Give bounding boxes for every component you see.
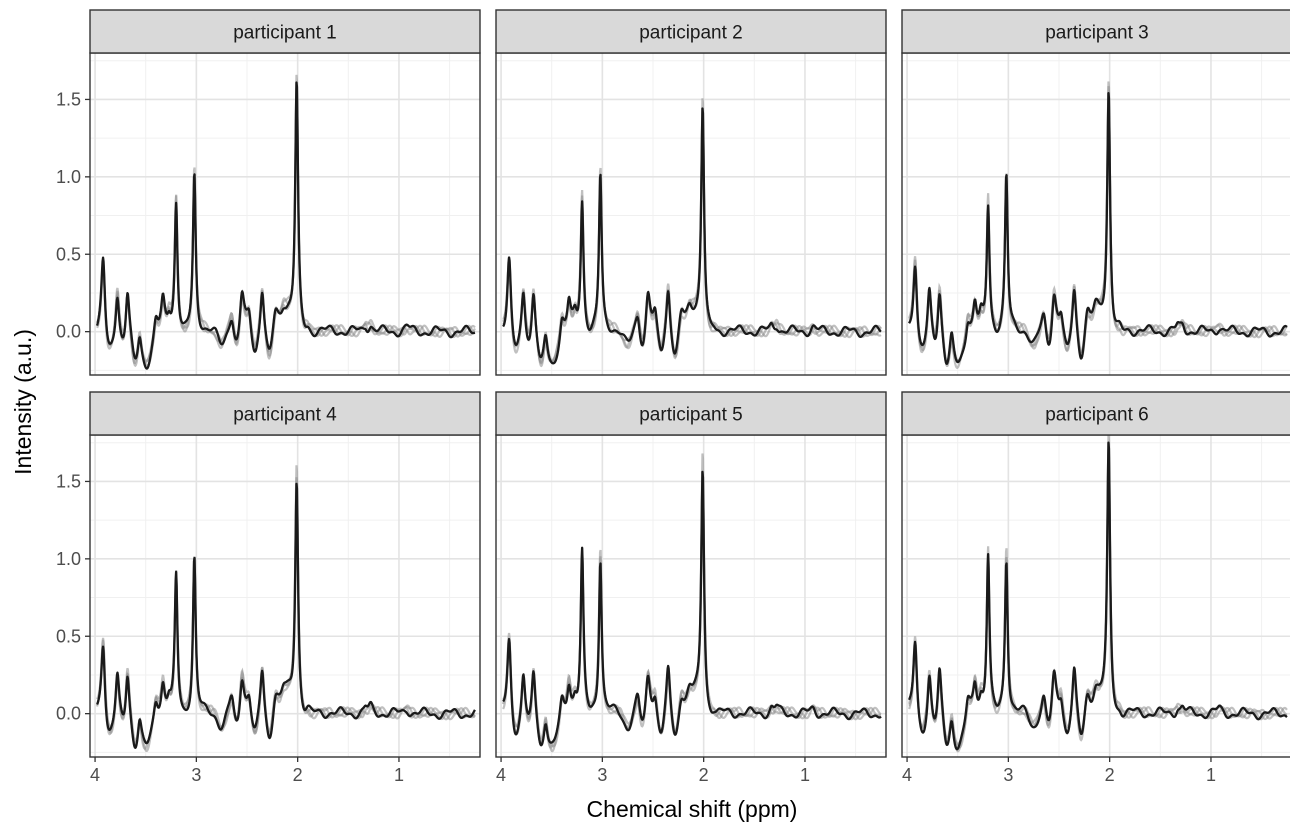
spectrum-traces [908,435,1288,753]
facet-strip-label: participant 1 [233,23,337,44]
mean-spectrum-line [908,441,1288,751]
x-axis-layer: 4 3 2 1 4 3 2 1 4 3 2 1 [90,757,1216,785]
y-tick-label: 0.5 [56,626,81,646]
spectrum-traces [502,98,882,368]
facet-strip [89,9,481,54]
facet-strip [901,391,1290,436]
mean-spectrum-line [96,482,476,749]
x-tick-label: 2 [1105,765,1115,785]
panel-6: participant 6 [901,391,1290,758]
panels-layer: participant 1 participant 2 participant 3 p… [89,9,1290,758]
replicate-trace [96,88,476,368]
x-axis-title: Chemical shift (ppm) [587,796,798,822]
x-tick-label: 4 [90,765,100,785]
spectrum-traces [908,81,1288,369]
facet-strip [495,391,887,436]
x-tick-label: 3 [1003,765,1013,785]
x-tick-label: 4 [496,765,506,785]
facet-strip [89,391,481,436]
panel-background [496,435,886,757]
facet-strip [901,9,1290,54]
y-tick-label: 1.5 [56,471,81,491]
panel-2: participant 2 [495,9,887,376]
panel-1: participant 1 [89,9,481,376]
facet-strip-label: participant 3 [1045,23,1149,44]
facet-strip-label: participant 2 [639,23,743,44]
spectrum-traces [502,453,882,753]
y-tick-label: 1.5 [56,89,81,109]
x-tick-label: 2 [699,765,709,785]
y-tick-label: 0.0 [56,704,81,724]
spectrum-traces [95,74,476,370]
facet-strip-label: participant 6 [1045,405,1149,426]
facet-strip-label: participant 4 [233,405,337,426]
x-tick-label: 4 [902,765,912,785]
replicate-trace [502,98,882,368]
mean-spectrum-line [502,470,882,747]
y-axis-layer: 0.0 0.5 1.0 1.5 0.0 0.5 1.0 1.5 [56,89,90,724]
x-tick-label: 3 [191,765,201,785]
x-tick-label: 1 [394,765,404,785]
mean-spectrum-line [502,107,882,365]
x-tick-label: 3 [597,765,607,785]
panel-5: participant 5 [495,391,887,758]
panel-3: participant 3 [901,9,1290,376]
x-tick-label: 2 [293,765,303,785]
y-tick-label: 1.0 [56,549,81,569]
y-tick-label: 0.5 [56,244,81,264]
facet-strip [495,9,887,54]
x-tick-label: 1 [800,765,810,785]
y-axis-title: Intensity (a.u.) [10,329,36,475]
spectrum-traces [96,465,476,753]
mean-spectrum-line [95,81,476,370]
x-tick-label: 1 [1206,765,1216,785]
mean-spectrum-line [908,91,1288,365]
facet-strip-label: participant 5 [639,405,743,426]
y-tick-label: 0.0 [56,322,81,342]
y-tick-label: 1.0 [56,167,81,187]
panel-4: participant 4 [89,391,481,758]
